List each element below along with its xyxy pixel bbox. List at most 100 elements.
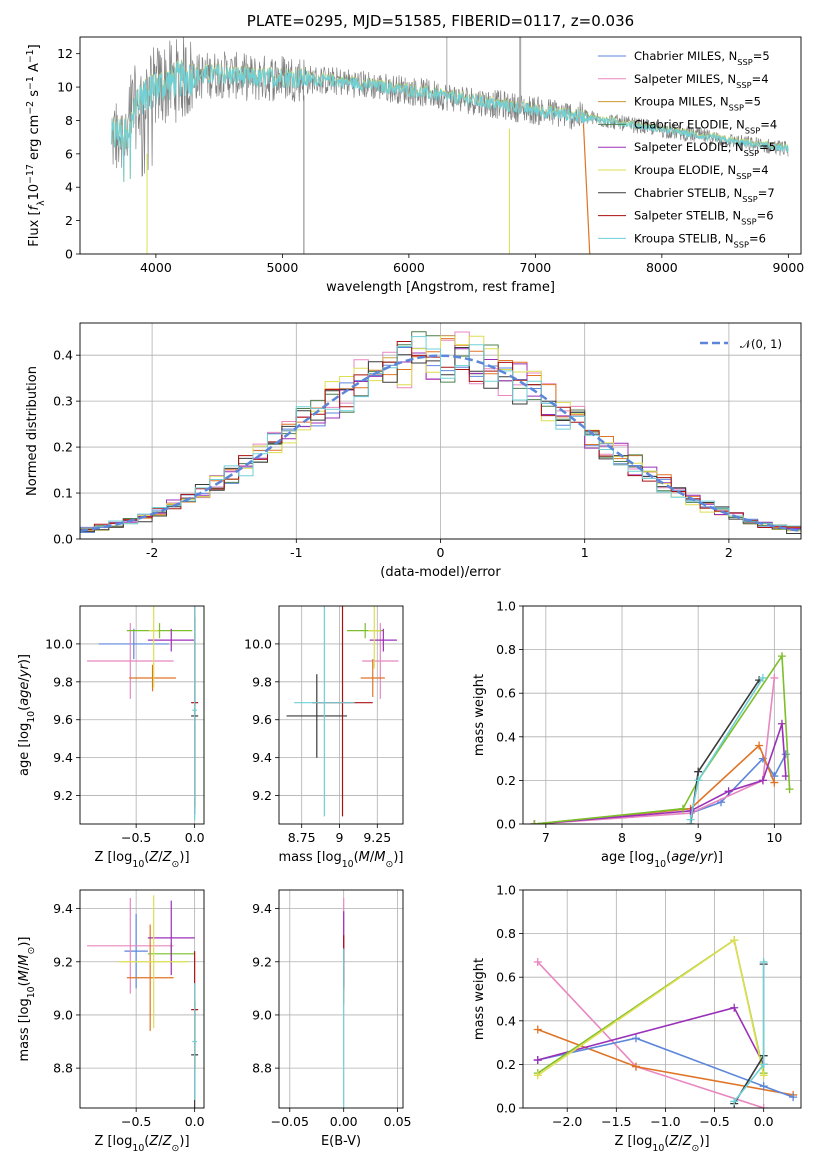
y-tick-label: 9.6 [53, 712, 73, 727]
y-axis-label-part: yr [17, 662, 32, 678]
x-axis-label-part: 10 [132, 1143, 144, 1154]
x-axis-label-part: mass [log [279, 850, 342, 865]
x-axis-label-part: ( [144, 1134, 149, 1149]
x-axis-label-part: Z [162, 1134, 173, 1149]
y-tick-label: 9.0 [252, 1007, 272, 1022]
x-tick-label: 0.0 [754, 1114, 774, 1129]
x-tick-label: -2 [146, 545, 158, 560]
y-axis-label-part: λ [36, 200, 47, 206]
x-tick-label: −0.5 [121, 1114, 151, 1129]
weight-marker [686, 815, 695, 824]
x-axis-label-part: )] [393, 850, 403, 865]
legend-label: Chabrier STELIB, NSSP=7 [634, 186, 775, 204]
legend-label-part: Chabrier ELODIE, N [634, 117, 745, 131]
legend-label-part: Kroupa ELODIE, N [634, 163, 736, 177]
y-tick-label: 10.0 [244, 636, 272, 651]
x-axis-label-part: Z [log [614, 1134, 652, 1149]
x-axis-label-part: 10 [654, 859, 666, 870]
x-axis-label: mass [log10(M/M⊙)] [279, 850, 404, 870]
weight-marker [533, 1056, 542, 1065]
x-axis-label-part: 10 [652, 1143, 664, 1154]
x-axis-label-part: (data-model)/error [380, 565, 501, 580]
x-tick-label: 5000 [266, 260, 298, 275]
legend-label: Salpeter MILES, NSSP=4 [634, 72, 769, 90]
x-tick-label: 0.0 [185, 1114, 205, 1129]
model-line-kroupa-stelib [111, 60, 789, 182]
figure-title: PLATE=0295, MJD=51585, FIBERID=0117, z=0… [246, 12, 635, 30]
age_vs_Z-frame [79, 605, 205, 825]
y-axis-label-part: ] [27, 44, 42, 49]
legend-label-part: SSP [741, 217, 756, 227]
y-axis-label-part: age [17, 682, 32, 706]
x-axis-label-part: Z [148, 850, 159, 865]
x-tick-label: −0.5 [121, 830, 151, 845]
legend-label-part: SSP [729, 103, 744, 113]
x-axis-label-part: ( [664, 1134, 669, 1149]
legend-label-gauss-part: (0, 1) [751, 337, 782, 351]
model-line-kroupa-elodie [111, 59, 789, 181]
x-axis-label-part: Z [log [94, 850, 132, 865]
legend-label-part: SSP [736, 171, 751, 181]
legend-label-part: Salpeter STELIB, N [634, 209, 741, 223]
y-axis-label-part: / [17, 965, 32, 970]
axes-weight_vs_age: 7 8 9 10 0.0 0.2 0.4 0.6 0.8 1.0 [496, 599, 801, 845]
weight-marker [730, 936, 739, 945]
x-axis-label-part: Z [682, 1134, 693, 1149]
legend-label-part: =4 [752, 163, 769, 177]
weight-line [537, 938, 765, 1076]
legend-label: Salpeter STELIB, NSSP=6 [634, 209, 774, 227]
weight-marker [759, 957, 768, 966]
y-tick-label: 9.4 [252, 901, 272, 916]
weight-marker [533, 957, 542, 966]
spectrum-lines [111, 37, 789, 254]
x-tick-label: −0.5 [699, 1114, 729, 1129]
weight-line [534, 677, 776, 824]
x-tick-label: −1.5 [601, 1114, 631, 1129]
x-tick-label: 8000 [646, 260, 678, 275]
model-dropout [582, 123, 591, 254]
y-axis-label-part: Normed distribution [25, 366, 40, 496]
x-axis-label-part: ( [144, 850, 149, 865]
y-tick-label: 9.4 [53, 901, 73, 916]
y-axis-label-part: M [17, 955, 32, 966]
weight-line [537, 1037, 794, 1098]
weight-marker [759, 1060, 768, 1069]
x-tick-label: 0.00 [330, 1114, 358, 1129]
weight-marker [724, 787, 733, 796]
x-axis-label-part: M [359, 850, 370, 865]
y-axis-label-part: ⊙ [26, 947, 37, 955]
axes-spectrum: 4000 5000 6000 7000 8000 9000 0 2 4 6 8 10 12 [57, 46, 804, 275]
x-axis-label: (data-model)/error [380, 565, 501, 580]
x-tick-label: 4000 [140, 260, 172, 275]
weight-marker [530, 820, 539, 824]
x-axis-label-part: / [158, 1134, 163, 1149]
y-tick-label: 9.6 [252, 712, 272, 727]
y-axis-label-part: −1 [25, 76, 36, 90]
y-axis-label-part: s [27, 90, 42, 101]
y-axis-label-part: M [17, 970, 32, 981]
weight-marker [631, 1034, 640, 1043]
legend-label-part: =5 [744, 95, 761, 109]
legend-label-part: SSP [736, 80, 751, 90]
y-tick-label: 9.2 [53, 954, 73, 969]
weight-marker [730, 1097, 739, 1106]
legend-label-part: =7 [758, 186, 775, 200]
legend-label-part: SSP [742, 194, 757, 204]
mass_vs_ebv-frame [278, 889, 404, 1109]
x-tick-label: 9 [694, 830, 702, 845]
legend-label-part: Kroupa STELIB, N [634, 231, 734, 245]
x-axis-label: Z [log10(Z/Z⊙)] [94, 850, 189, 870]
errorbar-group [286, 606, 399, 817]
y-tick-label: 0.8 [496, 642, 516, 657]
y-tick-label: 9.8 [53, 674, 73, 689]
x-tick-label: 6000 [393, 260, 425, 275]
y-tick-label: 0.4 [53, 348, 73, 363]
x-axis-label-part: ⊙ [692, 1143, 700, 1154]
x-axis-label-part: yr [699, 850, 715, 865]
y-tick-label: 0.4 [496, 729, 516, 744]
legend-label: Kroupa STELIB, NSSP=6 [634, 231, 766, 249]
x-axis-label: wavelength [Angstrom, rest frame] [326, 280, 555, 295]
weight-marker [759, 1082, 768, 1091]
y-axis-label: Flux [fλ10−17 erg cm−2 s−1 A−1] [25, 44, 47, 246]
x-tick-label: 10 [766, 830, 782, 845]
